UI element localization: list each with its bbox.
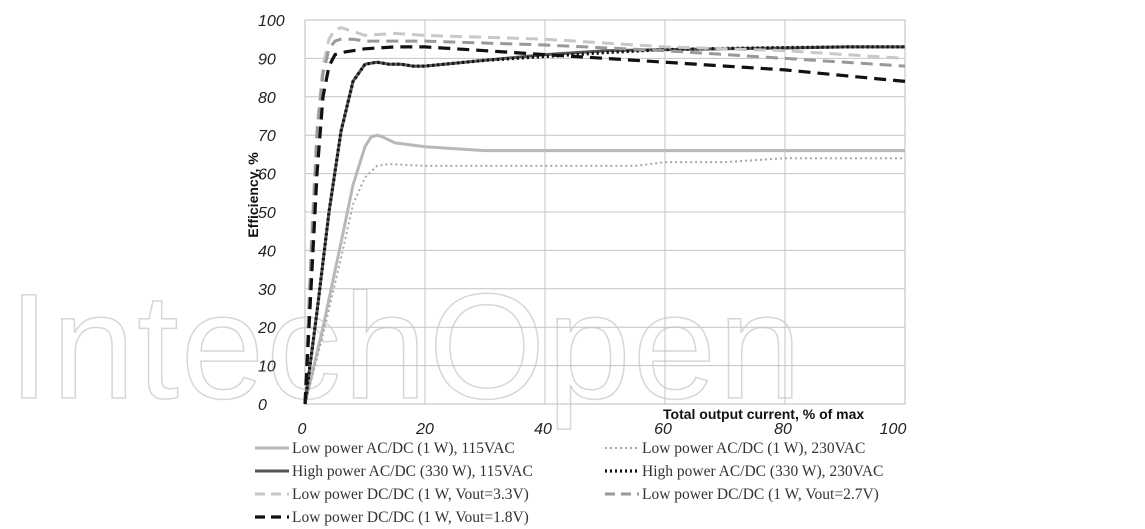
x-tick-label: 100 (880, 421, 907, 438)
legend-label: Low power AC/DC (1 W), 115VAC (292, 440, 515, 457)
y-tick-label: 80 (258, 90, 276, 107)
x-axis-label: Total output current, % of max (663, 406, 864, 422)
x-tick-label: 60 (654, 421, 672, 438)
legend-label: High power AC/DC (330 W), 230VAC (642, 463, 883, 480)
legend-label: Low power DC/DC (1 W, Vout=2.7V) (642, 486, 879, 503)
y-tick-label: 70 (258, 128, 276, 145)
y-tick-label: 30 (258, 282, 276, 299)
chart-series-lines (303, 26, 906, 405)
legend-label: Low power DC/DC (1 W, Vout=3.3V) (292, 486, 529, 503)
chart-legend: Low power AC/DC (1 W), 115VAC Low power A… (255, 440, 883, 526)
y-tick-label: 20 (257, 320, 276, 337)
y-axis-label: Efficiency, % (245, 152, 261, 238)
y-tick-label: 60 (258, 167, 276, 184)
watermark-text: IntechOpen (8, 262, 804, 430)
series-line (303, 45, 905, 405)
y-tick-label: 10 (258, 359, 276, 376)
y-tick-label: 90 (258, 51, 276, 68)
plot-frame (304, 19, 906, 405)
series-line (303, 133, 905, 405)
x-tick-label: 0 (298, 421, 307, 438)
x-tick-label: 20 (415, 421, 434, 438)
legend-label: Low power AC/DC (1 W), 230VAC (642, 440, 865, 457)
y-tick-label: 40 (258, 243, 276, 260)
chart-tick-labels: 0 10 20 30 40 50 60 70 80 90 100 0 20 40 60 80 100 (257, 13, 906, 438)
y-tick-label: 100 (258, 13, 285, 30)
x-tick-label: 80 (774, 421, 792, 438)
x-tick-label: 40 (534, 421, 552, 438)
legend-label: High power AC/DC (330 W), 115VAC (292, 463, 533, 480)
y-tick-label: 0 (258, 397, 267, 414)
series-line (303, 37, 906, 405)
y-tick-label: 50 (258, 205, 276, 222)
series-line (304, 157, 905, 405)
chart-grid (304, 19, 906, 405)
legend-label: Low power DC/DC (1 W, Vout=1.8V) (292, 509, 529, 526)
series-line (303, 45, 906, 405)
